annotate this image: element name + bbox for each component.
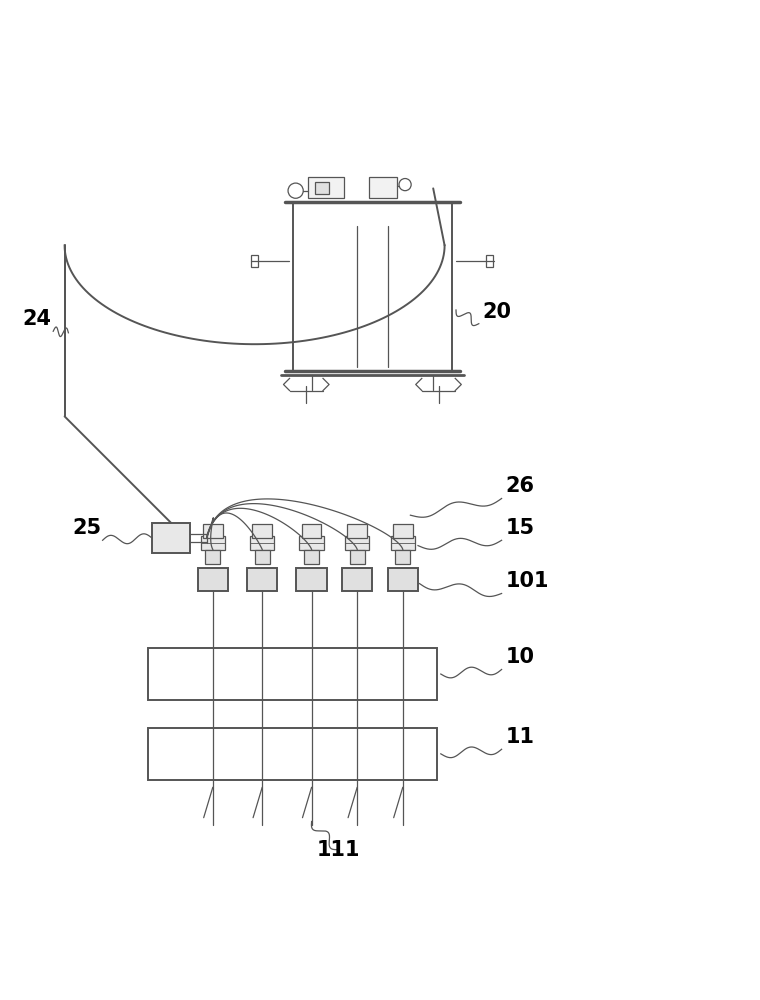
Bar: [347, 524, 367, 538]
Bar: [152, 523, 190, 553]
Bar: [388, 568, 418, 591]
Bar: [342, 568, 372, 591]
Bar: [148, 648, 437, 700]
Bar: [315, 182, 329, 194]
Text: 11: 11: [505, 727, 534, 747]
Text: 111: 111: [316, 840, 360, 860]
Text: 25: 25: [72, 518, 101, 538]
Bar: [369, 177, 397, 198]
Bar: [299, 536, 324, 550]
Bar: [486, 255, 493, 267]
Bar: [198, 568, 228, 591]
Bar: [350, 550, 365, 564]
Bar: [304, 550, 319, 564]
Text: 101: 101: [505, 571, 549, 591]
Text: 26: 26: [505, 476, 534, 496]
Bar: [255, 550, 270, 564]
Bar: [296, 568, 327, 591]
Bar: [393, 524, 413, 538]
Bar: [391, 536, 415, 550]
Text: 10: 10: [505, 647, 534, 667]
Bar: [203, 524, 223, 538]
Text: 24: 24: [23, 309, 52, 329]
Bar: [247, 568, 277, 591]
Bar: [201, 536, 225, 550]
Bar: [205, 550, 220, 564]
Bar: [148, 728, 437, 780]
Bar: [302, 524, 321, 538]
Bar: [395, 550, 410, 564]
Bar: [252, 524, 272, 538]
Bar: [250, 536, 274, 550]
Bar: [251, 255, 258, 267]
Bar: [345, 536, 369, 550]
Text: 20: 20: [483, 302, 511, 322]
Bar: [308, 177, 344, 198]
Text: 15: 15: [505, 518, 534, 538]
